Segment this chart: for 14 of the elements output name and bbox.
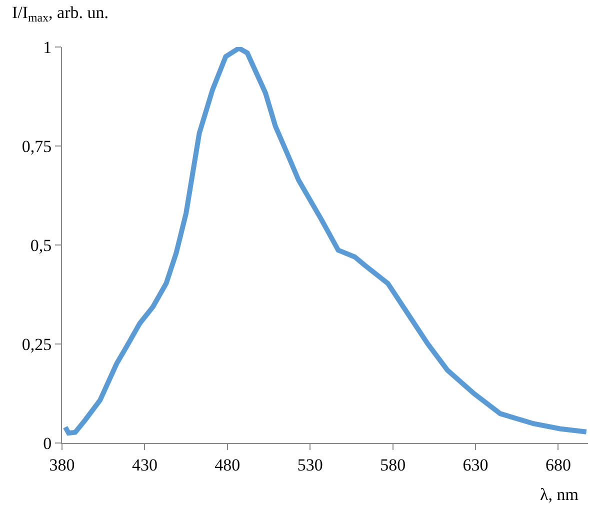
y-tick-label: 1: [43, 38, 52, 57]
y-axis-title: I/I$_{max}$, arb. un.: [12, 3, 108, 25]
x-axis-title: λ, nm: [540, 485, 578, 504]
x-tick-label: 530: [297, 455, 323, 474]
x-tick-label: 580: [380, 455, 406, 474]
y-tick-label: 0,5: [30, 236, 52, 255]
x-tick-label: 630: [462, 455, 488, 474]
x-tick-label: 680: [545, 455, 571, 474]
y-tick-label: 0,25: [22, 334, 52, 354]
x-tick-label: 480: [214, 455, 240, 474]
x-tick-label: 380: [49, 455, 75, 474]
x-tick-label: 430: [132, 455, 158, 474]
y-tick-label: 0,75: [22, 136, 52, 156]
y-tick-label: 0: [43, 434, 52, 453]
